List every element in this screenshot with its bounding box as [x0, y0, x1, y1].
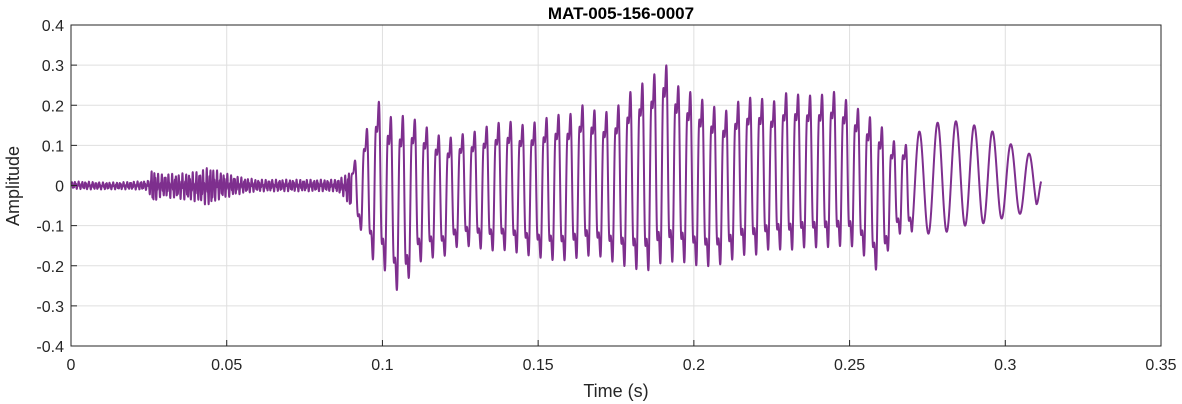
chart-title: MAT-005-156-0007	[548, 4, 694, 23]
x-tick-label: 0	[67, 357, 76, 374]
y-tick-label: -0.4	[36, 339, 64, 356]
y-tick-label: 0.2	[42, 98, 64, 115]
y-tick-label: -0.2	[36, 259, 64, 276]
x-tick-label: 0.05	[211, 357, 242, 374]
y-tick-label: 0.3	[42, 58, 64, 75]
waveform-line	[70, 64, 1043, 291]
y-tick-label: 0	[55, 179, 64, 196]
x-axis-ticks: 0 0.05 0.1 0.15 0.2 0.25 0.3 0.35	[67, 340, 1177, 374]
y-axis-ticks: -0.4 -0.3 -0.2 -0.1 0 0.1 0.2 0.3 0.4	[36, 18, 77, 356]
y-axis-label: Amplitude	[3, 146, 23, 226]
y-tick-label: -0.1	[36, 219, 64, 236]
x-tick-label: 0.25	[834, 357, 865, 374]
x-tick-label: 0.2	[683, 357, 705, 374]
x-axis-label: Time (s)	[583, 381, 648, 401]
x-tick-label: 0.3	[994, 357, 1016, 374]
x-tick-label: 0.1	[371, 357, 393, 374]
y-tick-label: 0.1	[42, 138, 64, 155]
x-tick-label: 0.15	[523, 357, 554, 374]
x-tick-label: 0.35	[1145, 357, 1176, 374]
signal-trace	[70, 64, 1043, 291]
y-tick-label: -0.3	[36, 299, 64, 316]
y-tick-label: 0.4	[42, 18, 64, 35]
